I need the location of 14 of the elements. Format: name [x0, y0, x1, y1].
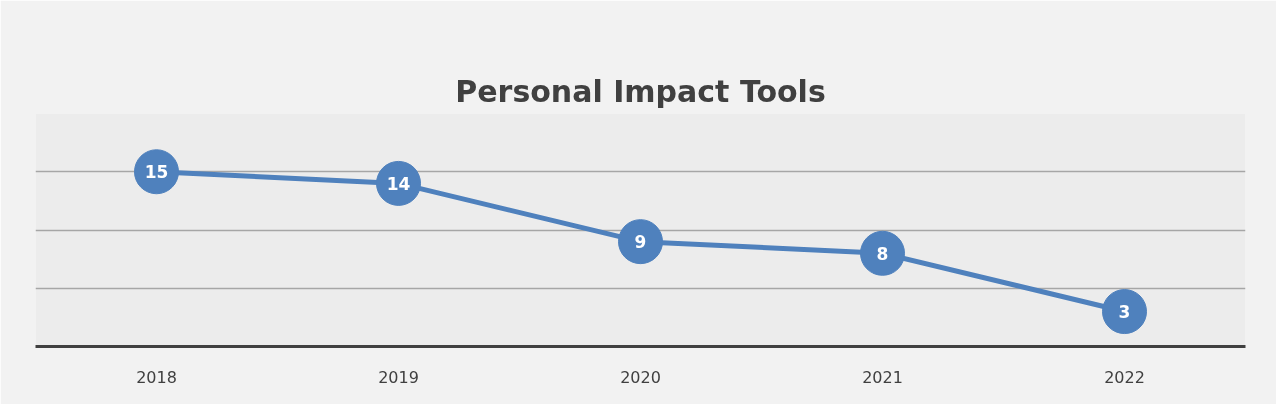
data-label: 15: [144, 162, 169, 183]
data-label: 14: [386, 173, 411, 194]
x-tick-label: 2020: [620, 367, 661, 387]
data-label: 3: [1118, 302, 1131, 323]
x-tick-label: 2018: [136, 367, 177, 387]
chart-title: Personal Impact Tools: [455, 73, 826, 109]
x-tick-label: 2019: [378, 367, 419, 387]
point: [1102, 289, 1147, 335]
data-label: 9: [634, 232, 647, 253]
x-tick-label: 2021: [862, 367, 903, 387]
point: [618, 219, 663, 265]
point: [860, 230, 905, 276]
x-tick-label: 2022: [1104, 367, 1145, 387]
data-label: 8: [876, 243, 889, 264]
